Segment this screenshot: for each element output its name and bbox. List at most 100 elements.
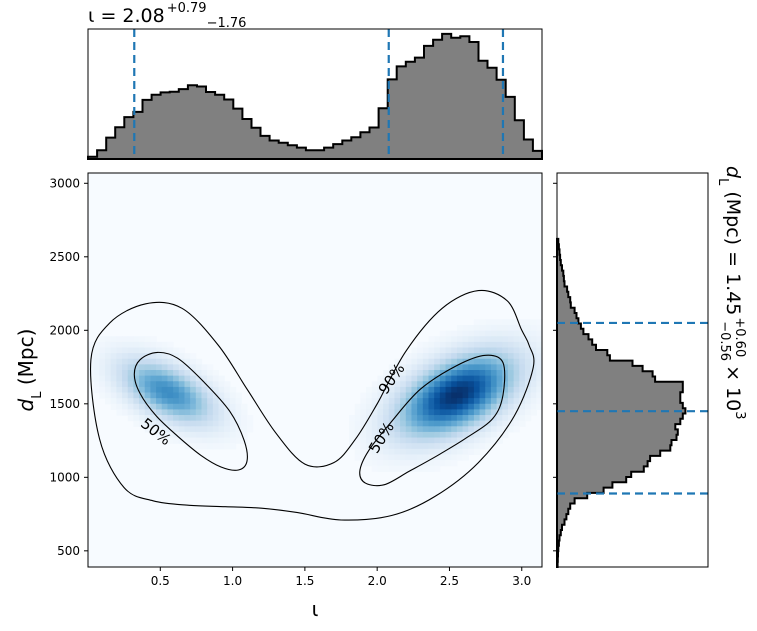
heatmap-cell bbox=[456, 392, 464, 399]
heatmap-cell bbox=[468, 324, 475, 332]
heatmap-cell bbox=[195, 375, 203, 382]
heatmap-cell bbox=[490, 409, 498, 416]
heatmap-cell bbox=[502, 364, 509, 371]
heatmap-cell bbox=[400, 431, 407, 439]
heatmap-cell bbox=[479, 420, 486, 427]
heatmap-cell bbox=[405, 454, 413, 461]
heatmap-cell bbox=[428, 336, 435, 343]
heatmap-cell bbox=[417, 437, 424, 444]
heatmap-cell bbox=[417, 460, 424, 467]
heatmap-cell bbox=[434, 381, 441, 388]
heatmap-cell bbox=[354, 409, 361, 416]
heatmap-cell bbox=[229, 437, 237, 444]
heatmap-cell bbox=[212, 437, 220, 444]
heatmap-cell bbox=[371, 386, 379, 394]
heatmap-cell bbox=[519, 364, 526, 371]
heatmap-cell bbox=[139, 415, 146, 422]
heatmap-cell bbox=[485, 341, 492, 349]
heatmap-cell bbox=[218, 431, 225, 439]
heatmap-cell bbox=[400, 409, 407, 416]
heatmap-cell bbox=[207, 426, 214, 433]
heatmap-cell bbox=[513, 364, 520, 371]
heatmap-cell bbox=[383, 448, 390, 456]
heatmap-cell bbox=[394, 392, 401, 399]
heatmap-cell bbox=[490, 398, 498, 405]
heatmap-cell bbox=[116, 403, 123, 410]
heatmap-cell bbox=[468, 381, 475, 388]
heatmap-cell bbox=[502, 319, 509, 326]
heatmap-cell bbox=[161, 358, 169, 365]
heatmap-cell bbox=[462, 347, 469, 354]
heatmap-cell bbox=[201, 431, 208, 439]
heatmap-cell bbox=[507, 324, 515, 332]
heatmap-cell bbox=[388, 465, 396, 472]
heatmap-cell bbox=[451, 403, 458, 410]
heatmap-cell bbox=[411, 364, 418, 371]
x-axis-ticks: 0.5 1.0 1.5 2.0 2.5 3.0 bbox=[151, 567, 531, 588]
heatmap-cell bbox=[530, 392, 537, 399]
heatmap-cell bbox=[122, 398, 129, 405]
heatmap-cell bbox=[485, 364, 492, 371]
heatmap-cell bbox=[479, 431, 486, 439]
heatmap-cell bbox=[490, 386, 498, 394]
heatmap-cell bbox=[167, 341, 174, 349]
heatmap-cell bbox=[400, 392, 407, 399]
heatmap-cell bbox=[150, 370, 157, 377]
heatmap-cell bbox=[127, 364, 134, 371]
heatmap-cell bbox=[184, 392, 191, 399]
heatmap-cell bbox=[400, 364, 407, 371]
heatmap-cell bbox=[201, 386, 208, 394]
heatmap-cell bbox=[371, 381, 379, 388]
heatmap-cell bbox=[445, 443, 452, 450]
heatmap-cell bbox=[383, 431, 390, 439]
heatmap-cell bbox=[479, 392, 486, 399]
heatmap-cell bbox=[99, 370, 106, 377]
heatmap-cell bbox=[360, 392, 367, 399]
heatmap-cell bbox=[445, 403, 452, 410]
heatmap-cell bbox=[451, 409, 458, 416]
heatmap-cell bbox=[190, 364, 197, 371]
heatmap-cell bbox=[229, 431, 237, 439]
heatmap-cell bbox=[405, 431, 413, 439]
heatmap-cell bbox=[360, 460, 367, 467]
heatmap-cell bbox=[190, 358, 197, 365]
heatmap-cell bbox=[127, 358, 134, 365]
heatmap-cell bbox=[519, 358, 526, 365]
heatmap-cell bbox=[388, 443, 396, 450]
heatmap-cell bbox=[229, 443, 237, 450]
heatmap-cell bbox=[479, 415, 486, 422]
heatmap-cell bbox=[349, 420, 356, 427]
heatmap-cell bbox=[122, 353, 129, 360]
heatmap-cell bbox=[388, 403, 396, 410]
heatmap-cell bbox=[462, 392, 469, 399]
heatmap-cell bbox=[507, 330, 515, 337]
heatmap-cell bbox=[479, 330, 486, 337]
heatmap-cell bbox=[468, 443, 475, 450]
heatmap-cell bbox=[490, 403, 498, 410]
heatmap-cell bbox=[383, 398, 390, 405]
heatmap-cell bbox=[473, 353, 481, 360]
heatmap-cell bbox=[116, 336, 123, 343]
heatmap-cell bbox=[524, 324, 532, 332]
heatmap-cell bbox=[139, 341, 146, 349]
heatmap-cell bbox=[127, 398, 134, 405]
heatmap-cell bbox=[229, 398, 237, 405]
heatmap-cell bbox=[207, 375, 214, 382]
heatmap-cell bbox=[496, 364, 503, 371]
heatmap-cell bbox=[417, 443, 424, 450]
heatmap-cell bbox=[439, 347, 447, 354]
heatmap-cell bbox=[422, 364, 430, 371]
heatmap-cell bbox=[485, 415, 492, 422]
heatmap-cell bbox=[144, 420, 152, 427]
heatmap-cell bbox=[445, 454, 452, 461]
heatmap-cell bbox=[127, 375, 134, 382]
heatmap-cell bbox=[218, 420, 225, 427]
heatmap-cell bbox=[513, 319, 520, 326]
heatmap-cell bbox=[502, 381, 509, 388]
heatmap-cell bbox=[383, 426, 390, 433]
heatmap-cell bbox=[207, 431, 214, 439]
x-tick-label: 3.0 bbox=[512, 574, 531, 588]
heatmap-cell bbox=[422, 370, 430, 377]
heatmap-cell bbox=[116, 341, 123, 349]
